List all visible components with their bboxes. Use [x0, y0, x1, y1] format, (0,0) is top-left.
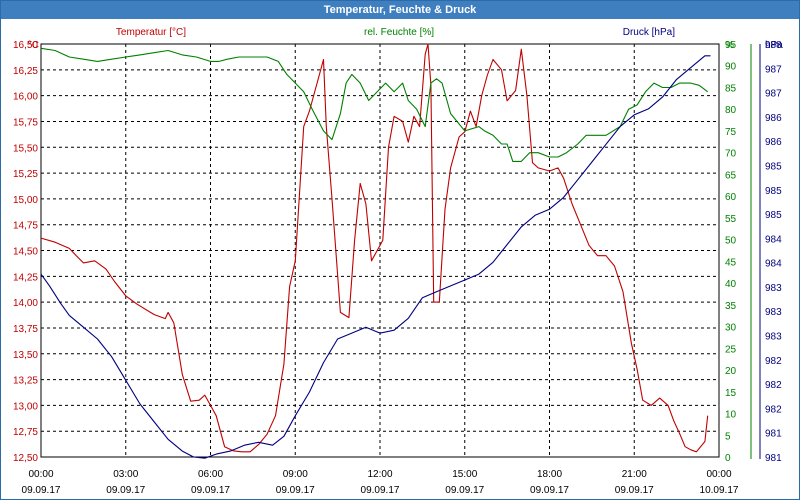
pressure-tick-label: 983 — [765, 283, 782, 294]
humidity-tick-label: 40 — [725, 279, 737, 290]
x-tick-label-date: 10.09.17 — [700, 485, 739, 496]
series-lines — [40, 43, 711, 459]
temperature-tick-label: 15,50 — [13, 143, 38, 154]
temperature-tick-label: 12,50 — [13, 453, 38, 464]
humidity-tick-label: 55 — [725, 214, 737, 225]
temperature-tick-label: 15,75 — [13, 117, 38, 128]
x-tick-label-time: 15:00 — [452, 469, 477, 480]
humidity-tick-label: 80 — [725, 105, 737, 116]
x-tick-label-date: 09.09.17 — [22, 485, 61, 496]
x-tick-label-date: 09.09.17 — [615, 485, 654, 496]
humidity-tick-label: 70 — [725, 149, 737, 160]
humidity-unit: % — [725, 40, 734, 51]
pressure-tick-label: 982 — [765, 404, 782, 415]
temperature-tick-label: 15,00 — [13, 195, 38, 206]
temperature-tick-label: 14,50 — [13, 247, 38, 258]
humidity-tick-label: 60 — [725, 192, 737, 203]
x-tick-label-date: 09.09.17 — [191, 485, 230, 496]
pressure-tick-label: 985 — [765, 161, 782, 172]
humidity-tick-label: 30 — [725, 323, 737, 334]
x-tick-label-time: 00:00 — [706, 469, 731, 480]
pressure-tick-label: 981 — [765, 429, 782, 440]
x-tick-label-time: 00:00 — [28, 469, 53, 480]
pressure-tick-label: 981 — [765, 453, 782, 464]
x-tick-label-date: 09.09.17 — [530, 485, 569, 496]
humidity-tick-label: 5 — [725, 431, 731, 442]
temperature-tick-label: 13,25 — [13, 376, 38, 387]
x-tick-label-date: 09.09.17 — [106, 485, 145, 496]
pressure-line — [40, 55, 711, 459]
x-tick-label-time: 21:00 — [622, 469, 647, 480]
humidity-tick-label: 35 — [725, 301, 737, 312]
pressure-tick-label: 983 — [765, 332, 782, 343]
temperature-unit: °C — [28, 40, 39, 51]
humidity-tick-label: 15 — [725, 388, 737, 399]
temperature-tick-label: 12,75 — [13, 427, 38, 438]
x-tick-label-time: 03:00 — [113, 469, 138, 480]
grid — [41, 44, 719, 457]
axes: 00:00 09.09.17 03:00 09.09.17 06:00 09.09.17 0… — [13, 40, 782, 496]
x-tick-label-time: 18:00 — [537, 469, 562, 480]
chart-title: Temperatur, Feuchte & Druck — [1, 1, 799, 19]
humidity-tick-label: 0 — [725, 453, 731, 464]
pressure-tick-label: 983 — [765, 307, 782, 318]
temperature-tick-label: 16,50 — [13, 40, 38, 51]
x-tick-label-date: 09.09.17 — [276, 485, 315, 496]
temperature-tick-label: 14,00 — [13, 298, 38, 309]
x-tick-label-time: 09:00 — [283, 469, 308, 480]
humidity-tick-label: 45 — [725, 257, 737, 268]
temperature-axis-label: Temperatur [°C] — [116, 27, 186, 38]
x-tick-label-time: 06:00 — [198, 469, 223, 480]
humidity-tick-label: 20 — [725, 366, 737, 377]
temperature-tick-label: 13,00 — [13, 401, 38, 412]
temperature-tick-label: 14,25 — [13, 272, 38, 283]
humidity-tick-label: 10 — [725, 410, 737, 421]
temperature-tick-label: 14,75 — [13, 221, 38, 232]
pressure-tick-label: 986 — [765, 137, 782, 148]
x-tick-label-date: 09.09.17 — [445, 485, 484, 496]
humidity-tick-label: 75 — [725, 127, 737, 138]
humidity-line — [40, 47, 709, 162]
temperature-line — [40, 43, 709, 453]
pressure-axis-label: Druck [hPa] — [623, 27, 675, 38]
pressure-tick-label: 982 — [765, 380, 782, 391]
pressure-unit: hPa — [765, 40, 783, 51]
pressure-tick-label: 984 — [765, 234, 782, 245]
x-tick-label-time: 12:00 — [367, 469, 392, 480]
temperature-tick-label: 13,75 — [13, 324, 38, 335]
humidity-axis-label: rel. Feuchte [%] — [364, 27, 434, 38]
pressure-tick-label: 986 — [765, 113, 782, 124]
pressure-tick-label: 987 — [765, 64, 782, 75]
humidity-tick-label: 95 — [725, 40, 737, 51]
humidity-tick-label: 90 — [725, 62, 737, 73]
temperature-tick-label: 16,00 — [13, 92, 38, 103]
pressure-tick-label: 987 — [765, 89, 782, 100]
temperature-tick-label: 15,25 — [13, 169, 38, 180]
humidity-tick-label: 65 — [725, 170, 737, 181]
humidity-tick-label: 85 — [725, 83, 737, 94]
temperature-tick-label: 16,25 — [13, 66, 38, 77]
pressure-tick-label: 985 — [765, 186, 782, 197]
humidity-tick-label: 25 — [725, 344, 737, 355]
x-tick-label-date: 09.09.17 — [361, 485, 400, 496]
pressure-tick-label: 985 — [765, 210, 782, 221]
pressure-tick-label: 984 — [765, 259, 782, 270]
pressure-tick-label: 988 — [765, 40, 782, 51]
temperature-tick-label: 13,50 — [13, 350, 38, 361]
humidity-tick-label: 50 — [725, 236, 737, 247]
pressure-tick-label: 982 — [765, 356, 782, 367]
